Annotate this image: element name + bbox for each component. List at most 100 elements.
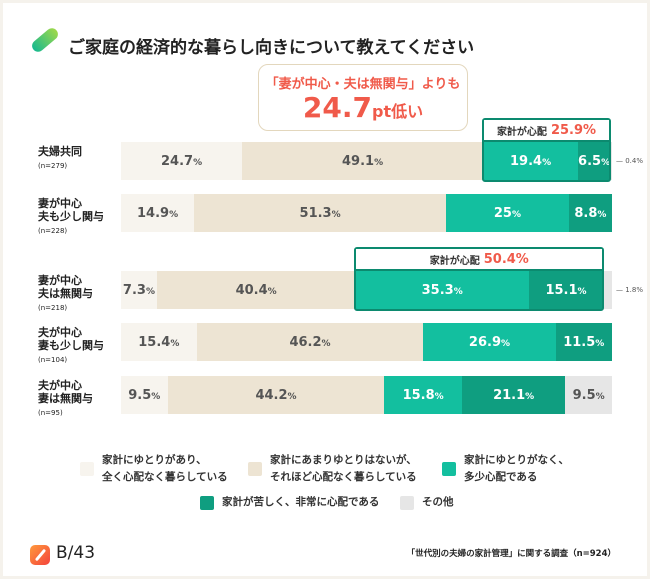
segment-value: 14.9% [137, 205, 179, 221]
segment-unit: % [321, 338, 331, 349]
row-n: (n=279) [38, 162, 68, 170]
bar-segment: 25% [446, 194, 569, 232]
bar-segment: 6.5% [578, 142, 610, 180]
bar-segment: 14.9% [121, 194, 195, 232]
segment-value: 35.3% [421, 282, 463, 298]
bar-segment: 21.1% [461, 376, 566, 414]
segment-unit: % [169, 209, 179, 220]
row-n: (n=95) [38, 409, 63, 417]
segment-unit: % [595, 391, 605, 402]
segment-value: 24.7% [161, 153, 203, 169]
segment-unit: % [193, 157, 203, 168]
callout-line1: 「妻が中心・夫は無関与」よりも [265, 77, 461, 92]
bar-segment: 9.5% [565, 376, 612, 414]
segment-unit: % [151, 391, 161, 402]
segment-value: 40.4% [235, 282, 277, 298]
segment-value: 21.1% [493, 387, 535, 403]
segment-unit: % [542, 157, 552, 168]
segment-value: 25% [493, 205, 521, 221]
source-note: 「世代別の夫婦の家計管理」に関する調査（n=924） [406, 549, 616, 559]
segment-unit: % [595, 338, 605, 349]
bar-segment: 26.9% [423, 323, 556, 361]
logo-icon [30, 545, 50, 565]
segment-value: 49.1% [342, 153, 384, 169]
legend-swatch [400, 495, 414, 510]
segment-unit: % [434, 391, 444, 402]
bar-segment: 19.4% [482, 142, 579, 180]
legend-label: 家計が苦しく、非常に心配である [222, 496, 380, 508]
row-label: 妻が中心 夫は無関与 (n=218) [38, 274, 93, 315]
segment-value: 19.4% [509, 153, 552, 169]
segment-unit: % [374, 157, 384, 168]
bar-segment [603, 271, 612, 309]
segment-unit: % [145, 286, 155, 297]
stacked-bar: 24.7% 49.1% 19.4% 6.5% [121, 142, 612, 180]
segment-unit: % [601, 157, 611, 168]
callout-value: 24.7pt低い [259, 92, 467, 128]
segment-value: 51.3% [299, 205, 341, 221]
row-n: (n=104) [38, 356, 68, 364]
row-label-text: 夫が中心 妻も少し関与 [38, 326, 104, 352]
segment-unit: % [267, 286, 277, 297]
stacked-bar: 15.4% 46.2% 26.9% 11.5% [121, 323, 612, 361]
legend-label: 家計にゆとりがなく、 多少心配である [464, 454, 569, 483]
segment-value: 15.1% [545, 282, 587, 298]
callout-number: 24.7 [302, 91, 372, 124]
segment-value: 11.5% [563, 334, 605, 350]
segment-unit: % [577, 286, 587, 297]
segment-unit: % [453, 286, 463, 297]
row-n: (n=218) [38, 304, 68, 312]
stacked-bar: 14.9% 51.3% 25% 8.8% [121, 194, 612, 232]
segment-unit: % [170, 338, 180, 349]
legend-swatch [248, 462, 262, 476]
segment-value: 44.2% [255, 387, 297, 403]
bar-segment: 40.4% [156, 271, 356, 309]
row-label-text: 夫が中心 妻は無関与 [38, 379, 93, 405]
bar-segment: 11.5% [555, 323, 612, 361]
row-label-text: 夫婦共同 [38, 145, 82, 158]
segment-value-outside: — 0.4% [616, 157, 644, 165]
bar-segment: 24.7% [121, 142, 243, 180]
segment-unit: % [597, 209, 607, 220]
segment-value: 15.4% [138, 334, 180, 350]
bar-segment: 15.8% [384, 376, 462, 414]
bar-segment: 15.1% [528, 271, 604, 309]
bar-segment: 15.4% [121, 323, 197, 361]
brand: B/43 [56, 543, 96, 563]
segment-unit: % [331, 209, 341, 220]
bar-segment: 46.2% [196, 323, 424, 361]
row-label: 夫が中心 妻も少し関与 (n=104) [38, 326, 104, 367]
bar-segment: 44.2% [167, 376, 385, 414]
stacked-bar: 9.5% 44.2% 15.8% 21.1% 9.5% [121, 376, 612, 414]
segment-unit: % [287, 391, 297, 402]
row-n: (n=228) [38, 227, 68, 235]
legend-item: 家計が苦しく、非常に心配である [200, 494, 379, 511]
segment-value: 9.5% [572, 387, 605, 403]
segment-unit: % [525, 391, 535, 402]
segment-value: 9.5% [128, 387, 161, 403]
legend-swatch [442, 462, 456, 476]
segment-value: 26.9% [468, 334, 511, 350]
bar-segment: 8.8% [568, 194, 612, 232]
legend-label: 家計にゆとりがあり、 全く心配なく暮らしている [102, 454, 228, 483]
stacked-bar: 7.3% 40.4% 35.3% 15.1% [121, 271, 612, 309]
legend-swatch [200, 495, 214, 510]
segment-unit: % [501, 338, 511, 349]
segment-value: 7.3% [122, 282, 155, 298]
segment-value: 8.8% [574, 205, 607, 221]
segment-value: 46.2% [289, 334, 331, 350]
row-label: 妻が中心 夫も少し関与 (n=228) [38, 197, 104, 238]
row-label: 夫婦共同 (n=279) [38, 145, 82, 173]
bar-segment: 9.5% [121, 376, 168, 414]
bar-segment: 7.3% [121, 271, 157, 309]
callout: 「妻が中心・夫は無関与」よりも 24.7pt低い [258, 64, 468, 131]
row-label-text: 妻が中心 夫も少し関与 [38, 197, 104, 223]
legend-label: その他 [422, 496, 454, 508]
bar-segment [610, 142, 612, 180]
legend-swatch [80, 462, 94, 476]
segment-value: 6.5% [578, 153, 611, 169]
legend-item: 家計にゆとりがあり、 全く心配なく暮らしている [80, 452, 228, 486]
row-label: 夫が中心 妻は無関与 (n=95) [38, 379, 93, 420]
bar-segment: 49.1% [242, 142, 483, 180]
chart-title: ご家庭の経済的な暮らし向きについて教えてください [68, 38, 475, 58]
